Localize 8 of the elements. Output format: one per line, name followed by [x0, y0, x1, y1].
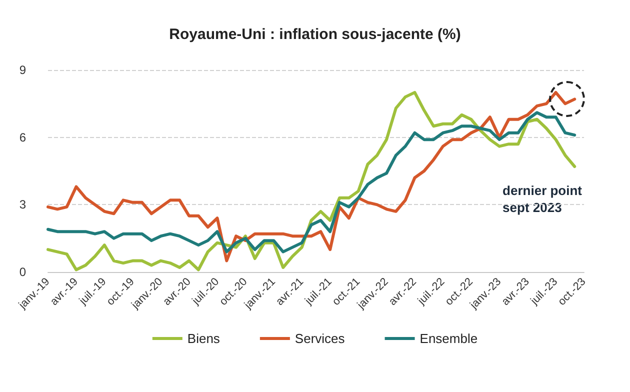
- y-tick-label: 6: [19, 130, 26, 144]
- legend-label: Ensemble: [420, 331, 478, 346]
- y-tick-label: 0: [19, 265, 26, 279]
- chart-title: Royaume-Uni : inflation sous-jacente (%): [169, 26, 461, 43]
- legend-label: Services: [294, 331, 346, 346]
- y-tick-label: 9: [19, 63, 26, 77]
- y-tick-label: 3: [19, 198, 26, 212]
- legend-label: Biens: [187, 331, 220, 346]
